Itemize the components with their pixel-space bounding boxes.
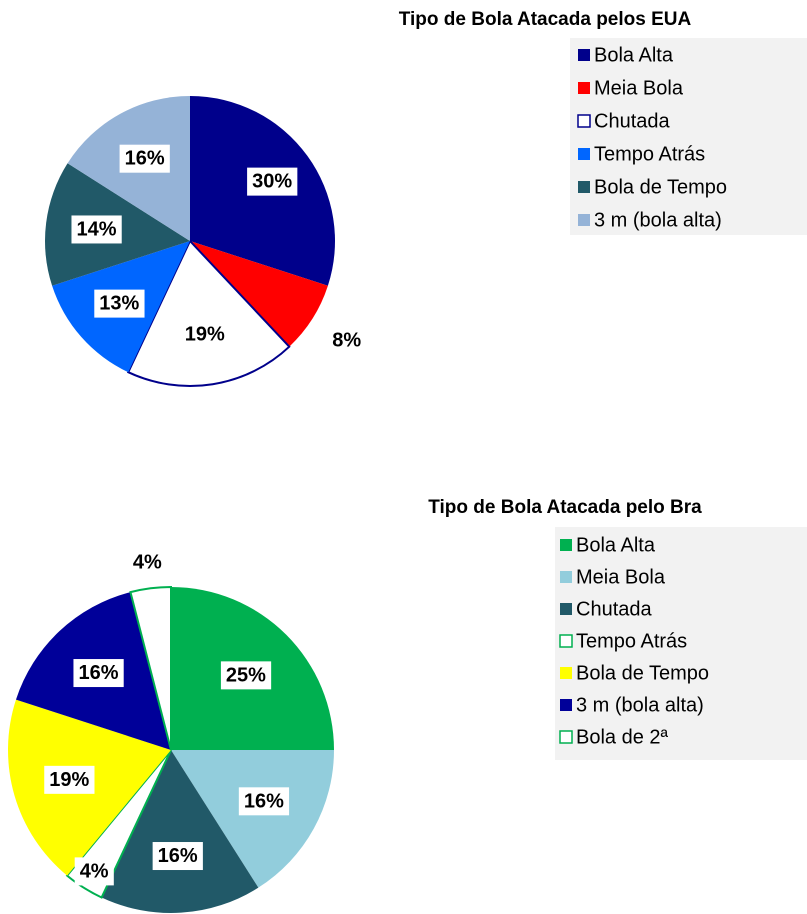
legend-swatch xyxy=(578,214,590,226)
legend-swatch xyxy=(578,148,590,160)
data-label: 30% xyxy=(247,167,298,196)
legend-label: Bola Alta xyxy=(576,534,656,556)
data-label-text: 4% xyxy=(133,552,162,574)
data-label: 25% xyxy=(220,661,272,690)
pie-slice xyxy=(190,241,328,347)
data-label-box xyxy=(220,661,272,690)
data-label-box xyxy=(44,765,95,794)
data-label: 13% xyxy=(94,289,145,318)
data-label-box xyxy=(127,548,167,577)
data-label-box xyxy=(327,326,367,355)
legend-swatch xyxy=(559,634,573,648)
data-label-text: 19% xyxy=(49,769,89,791)
legend-swatch xyxy=(578,49,590,61)
data-label-box xyxy=(238,787,290,816)
legend-swatch xyxy=(559,730,573,744)
data-label-box xyxy=(94,289,145,318)
legend-label: 3 m (bola alta) xyxy=(576,694,704,716)
data-label: 14% xyxy=(71,215,122,244)
legend-swatch xyxy=(560,571,572,583)
legend-label: Meia Bola xyxy=(576,566,666,588)
legend-label: Chutada xyxy=(594,110,670,132)
legend-label: Meia Bola xyxy=(594,77,684,99)
data-label: 4% xyxy=(127,548,167,577)
pie-slice xyxy=(126,239,291,387)
data-label: 16% xyxy=(152,842,203,871)
data-label-box xyxy=(119,144,170,173)
data-label-text: 30% xyxy=(252,171,292,193)
legend-label: Bola Alta xyxy=(594,44,674,66)
data-label-text: 14% xyxy=(76,218,116,240)
legend-label: Bola de Tempo xyxy=(576,662,709,684)
data-label-box xyxy=(152,842,203,871)
data-label: 16% xyxy=(119,144,170,173)
data-label: 4% xyxy=(74,857,114,886)
data-label-text: 16% xyxy=(158,845,198,867)
legend-box xyxy=(570,38,807,235)
data-label-text: 16% xyxy=(244,790,284,812)
legend-label: Chutada xyxy=(576,598,652,620)
data-label-box xyxy=(247,167,298,196)
legend-label: Bola de Tempo xyxy=(594,176,727,198)
chart-title: Tipo de Bola Atacada pelo Bra xyxy=(428,497,702,518)
legend-box xyxy=(555,527,807,760)
data-label-text: 16% xyxy=(125,148,165,170)
data-label: 16% xyxy=(73,659,124,688)
legend-label: Tempo Atrás xyxy=(594,143,705,165)
data-label-box xyxy=(73,659,124,688)
data-label-box xyxy=(74,857,114,886)
legend-swatch xyxy=(560,699,572,711)
data-label-box xyxy=(179,320,230,349)
data-label-text: 19% xyxy=(185,323,225,345)
legend-label: Tempo Atrás xyxy=(576,630,687,652)
legend-swatch xyxy=(560,603,572,615)
data-label-text: 13% xyxy=(99,293,139,315)
legend-swatch xyxy=(560,539,572,551)
pie-slice xyxy=(101,750,259,913)
chart-title: Tipo de Bola Atacada pelos EUA xyxy=(399,9,692,30)
legend-label: Bola de 2ª xyxy=(576,726,669,748)
data-label-text: 4% xyxy=(80,860,109,882)
data-label-box xyxy=(71,215,122,244)
legend-swatch xyxy=(578,82,590,94)
legend-swatch xyxy=(577,114,591,128)
data-label: 16% xyxy=(238,787,290,816)
legend-swatch xyxy=(560,667,572,679)
data-label: 19% xyxy=(179,320,230,349)
data-label-text: 16% xyxy=(78,662,118,684)
data-label: 8% xyxy=(327,326,367,355)
data-label-text: 8% xyxy=(332,330,361,352)
legend-swatch xyxy=(578,181,590,193)
pie-slice xyxy=(129,585,172,751)
data-label-text: 25% xyxy=(226,664,266,686)
data-label: 19% xyxy=(44,765,95,794)
pie-slice xyxy=(171,750,334,888)
legend-label: 3 m (bola alta) xyxy=(594,209,722,231)
